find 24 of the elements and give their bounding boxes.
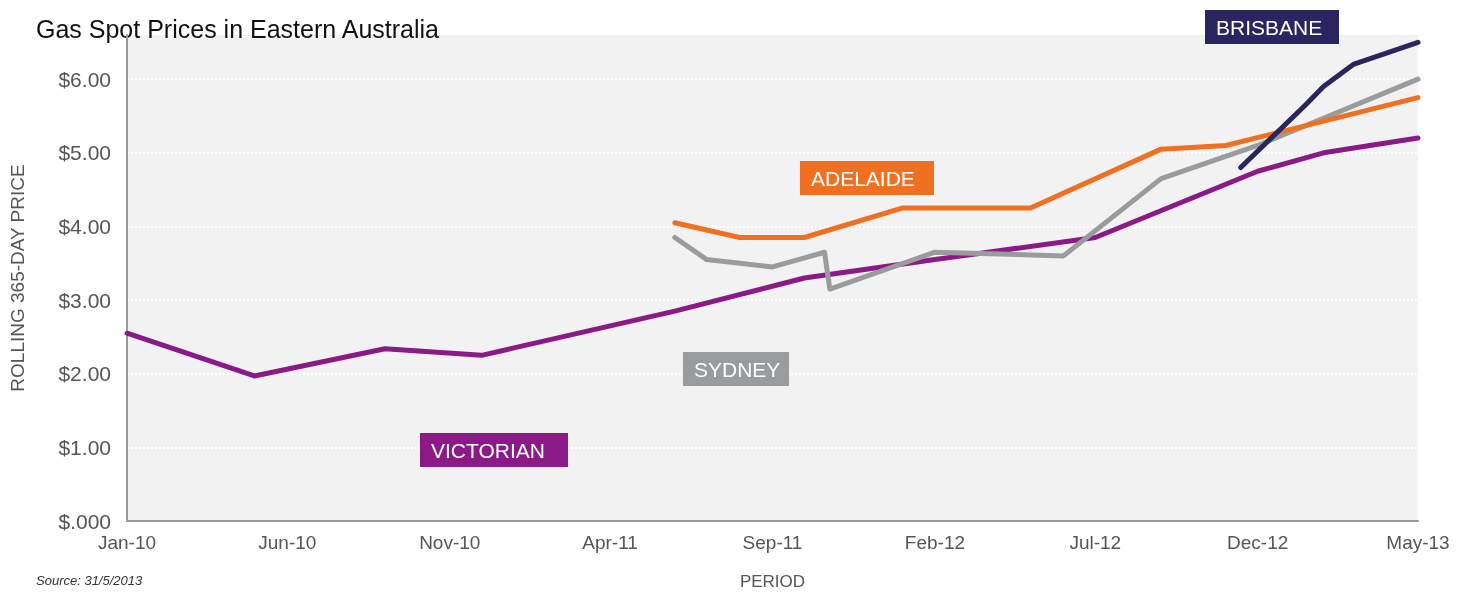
x-tick-label: Jul-12 (1069, 532, 1122, 553)
y-tick-label: $2.00 (58, 362, 111, 386)
y-tick-label: $3.00 (58, 288, 111, 312)
y-axis-title: ROLLING 365-DAY PRICE (7, 164, 28, 392)
y-tick-label: $1.00 (58, 435, 111, 459)
x-tick-label: Jun-10 (258, 532, 317, 553)
series-label: BRISBANE (1216, 16, 1323, 39)
text: VICTORIAN (431, 439, 545, 462)
y-tick-label: $5.00 (58, 141, 111, 165)
x-tick-label: Dec-12 (1227, 532, 1289, 553)
x-tick-label: Sep-11 (742, 532, 803, 553)
x-tick-label: Nov-10 (419, 532, 481, 553)
x-axis-title: PERIOD (739, 572, 806, 591)
x-tick-label: Feb-12 (904, 532, 966, 553)
y-tick-label: $.000 (58, 509, 111, 533)
y-tick-label: $4.00 (58, 214, 111, 238)
x-tick-label: May-13 (1386, 532, 1450, 553)
series-label: ADELAIDE (811, 167, 915, 190)
source-note: Source: 31/5/2013 (36, 573, 144, 588)
text: SYDNEY (694, 358, 781, 381)
chart-title: Gas Spot Prices in Eastern Australia (36, 14, 440, 43)
x-tick-label: Jan-10 (97, 532, 157, 553)
x-tick-label: Apr-11 (582, 532, 638, 553)
y-tick-label: $6.00 (58, 67, 111, 91)
